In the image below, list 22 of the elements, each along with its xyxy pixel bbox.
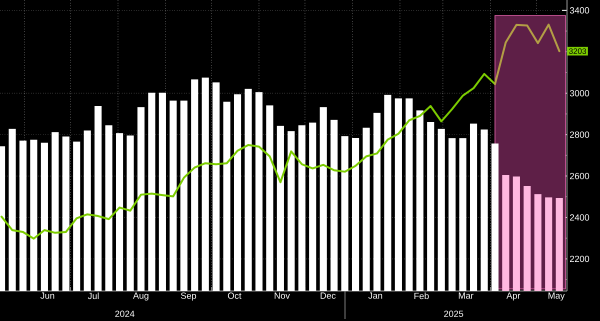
x-tick-label: Nov bbox=[274, 292, 290, 299]
x-tick-label: Feb bbox=[414, 292, 429, 300]
y-tick-label: 2600 bbox=[570, 172, 590, 180]
text: 2025 bbox=[444, 310, 464, 317]
y-tick-label: 2800 bbox=[570, 131, 590, 138]
x-tick-label: Dec bbox=[320, 292, 336, 299]
y-tick-label: 2200 bbox=[570, 256, 590, 262]
y-tick-label: 3000 bbox=[570, 90, 590, 96]
x-tick-label: Jun bbox=[40, 292, 54, 299]
line-series bbox=[0, 72, 496, 240]
y-tick-label: 3400 bbox=[570, 7, 590, 14]
x-tick-label: May bbox=[548, 292, 565, 301]
x-tick-label: Aug bbox=[133, 292, 148, 301]
x-tick-label: Sep bbox=[180, 292, 196, 301]
text: 2024 bbox=[115, 310, 134, 317]
x-tick-label: Mar bbox=[458, 292, 474, 299]
line-series bbox=[494, 24, 560, 86]
x-tick-label: Oct bbox=[228, 292, 242, 299]
x-tick-label: Jul bbox=[88, 292, 99, 300]
x-tick-label: Apr bbox=[506, 292, 520, 301]
y-tick-label: 2400 bbox=[570, 214, 590, 221]
x-tick-label: Jan bbox=[368, 292, 382, 299]
